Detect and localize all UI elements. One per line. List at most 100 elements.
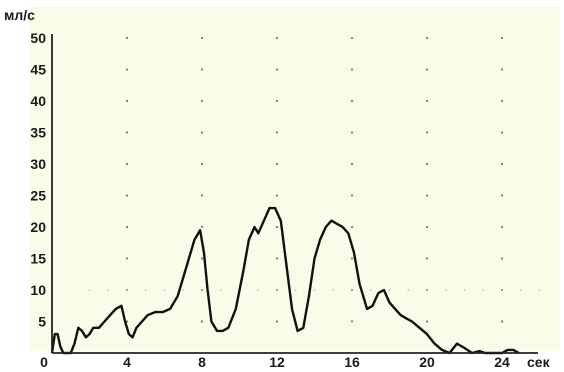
grid-dot — [350, 162, 354, 166]
grid-dot — [107, 289, 110, 291]
grid-dot — [350, 36, 354, 40]
grid-dot — [388, 289, 391, 291]
grid-dot — [125, 36, 129, 40]
grid-dot — [88, 289, 91, 291]
grid-dot — [482, 289, 485, 291]
x-tick-label: 8 — [198, 354, 206, 370]
grid-dot — [463, 289, 466, 291]
grid-dot — [425, 36, 429, 40]
grid-dot — [350, 194, 354, 197]
grid-dot — [201, 289, 203, 291]
grid-dot — [425, 320, 429, 323]
grid-dot — [200, 99, 204, 103]
y-tick-label: 20 — [30, 219, 46, 235]
grid-dot — [350, 225, 354, 229]
y-tick-label: 30 — [30, 156, 46, 172]
grid-dot — [500, 225, 504, 229]
grid-dot — [294, 289, 297, 291]
grid-dot — [200, 320, 204, 323]
grid-dot — [125, 99, 129, 103]
y-tick-label: 35 — [30, 125, 46, 141]
grid-dot — [257, 289, 260, 291]
grid-dot — [351, 289, 353, 291]
grid-dot — [200, 162, 204, 166]
grid-dot — [425, 162, 429, 166]
grid-dot — [500, 68, 504, 71]
grid-dot — [144, 289, 147, 291]
grid-dot — [200, 225, 204, 229]
grid-dot — [501, 289, 503, 291]
x-tick-label: 16 — [344, 354, 360, 370]
grid-dot — [350, 68, 354, 71]
grid-dot — [500, 162, 504, 166]
grid-dot — [125, 194, 129, 197]
grid-dot — [200, 68, 204, 71]
grid-dot — [200, 257, 204, 260]
grid-dot — [182, 289, 185, 291]
grid-dot — [444, 289, 447, 291]
grid-dot — [426, 289, 428, 291]
y-tick-label: 45 — [30, 62, 46, 78]
grid-dot — [275, 194, 279, 197]
grid-dot — [425, 131, 429, 134]
grid-dot — [275, 162, 279, 166]
grid-dot — [350, 131, 354, 134]
grid-dot — [125, 131, 129, 134]
y-tick-labels: 5 10 15 20 25 30 35 40 45 50 — [30, 30, 46, 330]
y-axis-unit: мл/с — [4, 7, 35, 23]
grid-dot — [425, 99, 429, 103]
grid-dot — [276, 289, 278, 291]
grid-dot — [125, 257, 129, 260]
y-tick-label: 40 — [30, 93, 46, 109]
grid-dot — [350, 99, 354, 103]
flow-curve — [50, 206, 520, 355]
x-tick-label: 12 — [269, 354, 285, 370]
grid-dot — [200, 194, 204, 197]
grid-dot — [425, 68, 429, 71]
grid-dot — [350, 320, 354, 323]
x-axis-unit: сек — [527, 354, 551, 370]
grid-dot — [275, 99, 279, 103]
grid-dot — [500, 36, 504, 40]
grid-dot — [126, 289, 128, 291]
grid-dot — [350, 257, 354, 260]
grid-dot — [500, 131, 504, 134]
grid-dot — [275, 131, 279, 134]
grid-dot — [519, 289, 522, 291]
grid-dot — [275, 320, 279, 323]
plot-background — [30, 6, 560, 351]
grid-dot — [425, 257, 429, 260]
grid-dot — [500, 257, 504, 260]
grid-dot — [200, 131, 204, 134]
x-tick-label: 20 — [419, 354, 435, 370]
grid-dot — [500, 194, 504, 197]
grid-dot — [163, 289, 166, 291]
grid-dot — [332, 289, 335, 291]
y-tick-label: 50 — [30, 30, 46, 46]
grid-dot — [275, 68, 279, 71]
grid-dot — [125, 225, 129, 229]
grid-dot — [219, 289, 222, 291]
y-tick-label: 10 — [30, 282, 46, 298]
grid-dot — [425, 225, 429, 229]
grid-dot — [500, 99, 504, 103]
x-tick-label: 24 — [494, 354, 510, 370]
x-tick-label: 4 — [123, 354, 131, 370]
x-tick-labels: 0 4 8 12 16 20 24 — [40, 354, 510, 370]
grid-dot — [275, 225, 279, 229]
grid-dot — [275, 36, 279, 40]
grid-dot — [125, 68, 129, 71]
grid-dot — [369, 289, 372, 291]
grid-dot — [200, 36, 204, 40]
grid-dot — [407, 289, 410, 291]
grid-dot — [275, 257, 279, 260]
grid-dot — [125, 162, 129, 166]
y-tick-label: 5 — [38, 314, 46, 330]
y-tick-label: 15 — [30, 251, 46, 267]
y-tick-label: 25 — [30, 188, 46, 204]
grid-dot — [313, 289, 316, 291]
grid-dot — [425, 194, 429, 197]
grid-dots — [88, 36, 541, 323]
x-tick-label: 0 — [40, 354, 48, 370]
